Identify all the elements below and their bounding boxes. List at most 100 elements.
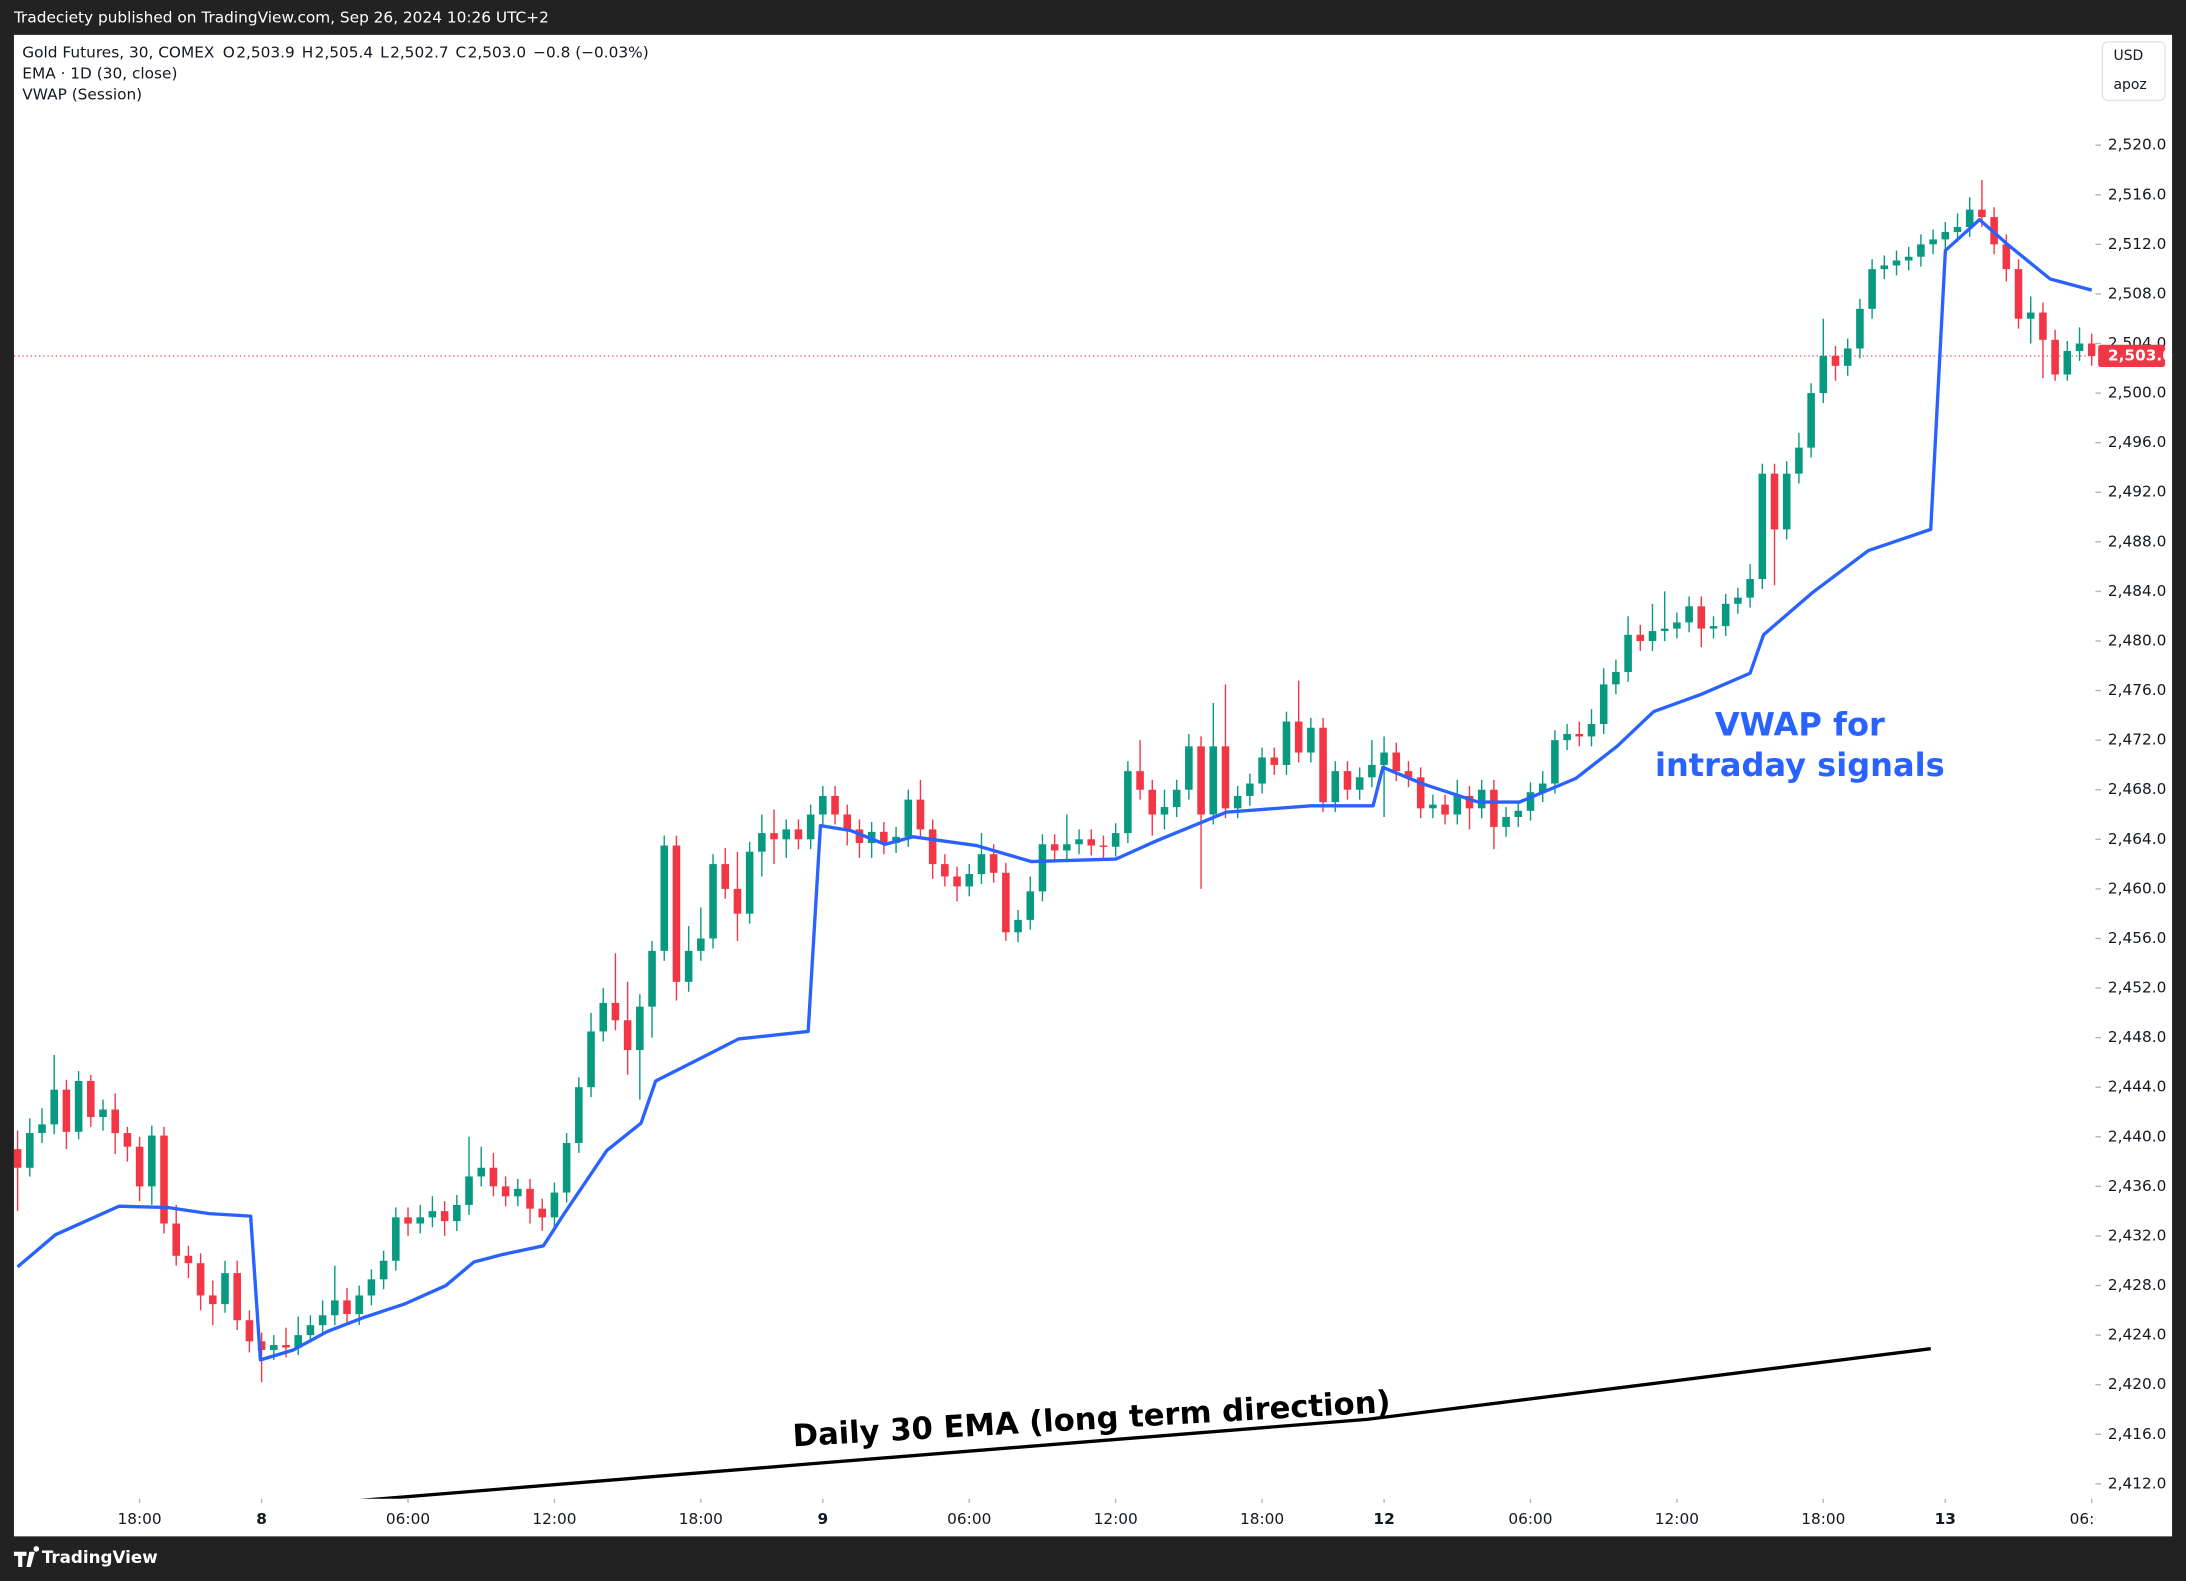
scale-box[interactable] (2101, 41, 2166, 102)
legend-change: −0.8 (−0.03%) (533, 44, 649, 62)
candle-body (465, 1176, 473, 1205)
candle-body (209, 1295, 217, 1305)
candle-body (13, 1149, 22, 1168)
candle-body (355, 1295, 364, 1315)
last-price-tag (2098, 344, 2166, 368)
legend-indicator: VWAP (Session) (22, 85, 142, 103)
y-tick-label: 2,512.0 (2108, 235, 2167, 253)
candle-body (1660, 628, 1669, 632)
y-tick-label: 2,452.0 (2108, 979, 2167, 997)
candle-body (318, 1315, 327, 1326)
x-axis: 18:00 8 06:00 12:00 18:00 9 06:00 12:00 18:00 12 0… (118, 1498, 2095, 1528)
candle-body (782, 829, 791, 840)
candle-body (1294, 721, 1303, 753)
candle-body (257, 1341, 266, 1350)
annotation: intraday signals (1655, 746, 1945, 784)
candle-body (1953, 227, 1962, 232)
candle-body (477, 1167, 486, 1177)
candle-body (758, 833, 766, 852)
candle-body (1709, 626, 1718, 629)
candle-body (1075, 839, 1083, 845)
y-tick-label: 2,496.0 (2108, 433, 2167, 451)
y-tick-label: 2,468.0 (2108, 780, 2167, 798)
x-tick-label: 06:00 (386, 1510, 430, 1528)
y-tick-label: 2,508.0 (2108, 284, 2167, 302)
candle-body (770, 833, 778, 840)
candle-body (1099, 845, 1108, 847)
candle-body (1477, 789, 1486, 809)
candle-body (123, 1133, 132, 1147)
x-tick-label: 06:00 (1508, 1510, 1552, 1528)
candle-body (953, 876, 961, 887)
y-tick-label: 2,428.0 (2108, 1276, 2167, 1294)
candle-body (1490, 789, 1498, 827)
candle-body (1136, 771, 1144, 790)
candle-body (135, 1146, 144, 1187)
candle-body (1770, 473, 1779, 530)
candle-body (611, 1002, 620, 1021)
currency[interactable]: USD (2114, 48, 2144, 64)
candle-body (1331, 771, 1340, 803)
x-tick-label: 06:00 (947, 1510, 991, 1528)
candle-body (1063, 844, 1071, 851)
candle-body (343, 1300, 351, 1315)
y-tick-label: 2,416.0 (2108, 1425, 2167, 1443)
candle-body (50, 1089, 58, 1125)
candle-body (1050, 844, 1059, 851)
y-tick-label: 2,420.0 (2108, 1375, 2167, 1393)
candle-body (745, 851, 754, 914)
candle-body (1880, 265, 1889, 270)
candle-body (99, 1109, 107, 1117)
candle-body (1746, 579, 1754, 598)
candle-body (1929, 239, 1937, 245)
y-tick-label: 2,492.0 (2108, 483, 2167, 501)
candle-body (526, 1188, 534, 1209)
x-tick-label: 12:00 (532, 1510, 576, 1528)
legend-symbol: Gold Futures, 30, COMEX (22, 44, 215, 62)
candle-body (1868, 269, 1876, 309)
candle-body (855, 829, 864, 844)
candle-body (843, 814, 852, 830)
candle-body (160, 1135, 168, 1224)
candle-body (684, 950, 693, 982)
candle-body (2051, 339, 2059, 375)
candle-body (1087, 839, 1096, 846)
candle-body (453, 1204, 461, 1222)
candle-body (367, 1279, 376, 1296)
legend-value: 2,505.4 (315, 44, 374, 62)
candle-body (1038, 844, 1047, 892)
y-tick-label: 2,476.0 (2108, 681, 2167, 699)
candle-body (819, 795, 827, 815)
candle-body (1807, 393, 1815, 448)
candle-body (2063, 350, 2072, 375)
candle-body (1209, 746, 1218, 815)
candle-body (831, 795, 839, 815)
legend-value: 2,502.7 (390, 44, 449, 62)
candle-body (38, 1124, 46, 1134)
candle-body (1258, 757, 1266, 784)
candle-body (1819, 355, 1828, 394)
y-tick-label: 2,500.0 (2108, 384, 2167, 402)
legend-value: 2,503.0 (468, 44, 527, 62)
scale-mode[interactable]: apoz (2114, 77, 2147, 93)
y-tick-label: 2,472.0 (2108, 731, 2167, 749)
candle-body (1368, 764, 1376, 778)
candle-body (721, 864, 730, 889)
candle-body (1111, 833, 1120, 847)
candle-body (697, 938, 705, 951)
candle-body (233, 1273, 241, 1321)
candle-body (1429, 804, 1437, 809)
candle-body (599, 1002, 608, 1032)
candle-body (111, 1109, 119, 1134)
plot (13, 179, 2096, 1499)
candle-body (1782, 473, 1791, 530)
brand-logo (13, 1546, 40, 1568)
last-price-label: 2,503.0 (2108, 346, 2173, 364)
y-tick-label: 2,464.0 (2108, 830, 2167, 848)
candle-body (2026, 312, 2035, 319)
legend-key: L (380, 44, 389, 62)
candle-body (1002, 872, 1010, 933)
candle-body (440, 1211, 449, 1222)
candle-body (1270, 757, 1279, 765)
